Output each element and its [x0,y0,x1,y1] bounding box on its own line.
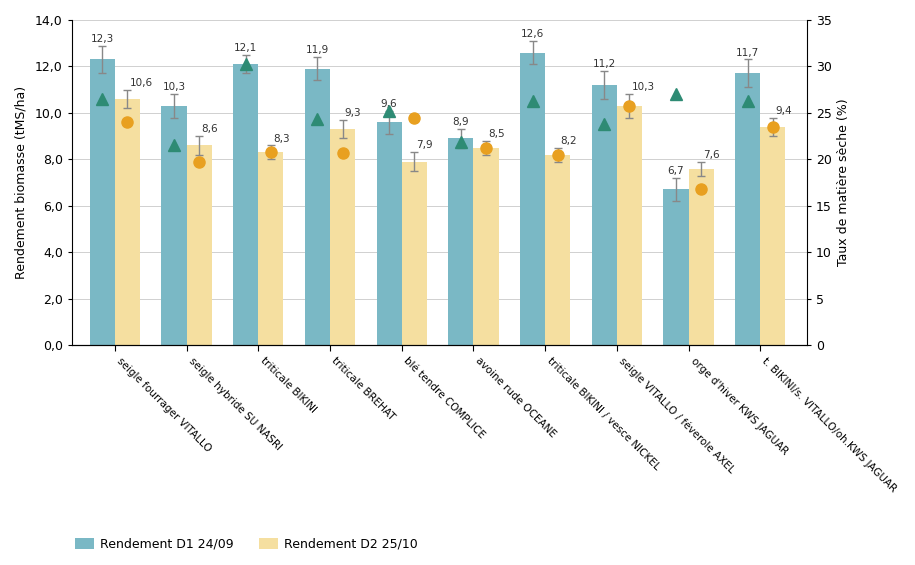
Matière sèche D1 24/09 [168,142,179,149]
Text: 8,2: 8,2 [560,136,576,146]
Matière sèche D2 25/10 [409,114,420,121]
Text: 10,3: 10,3 [631,82,655,93]
Matière sèche D1 24/09 [97,95,108,102]
Matière sèche D1 24/09 [241,60,252,67]
Matière sèche D1 24/09 [598,121,609,128]
Text: 7,9: 7,9 [416,141,433,150]
Matière sèche D1 24/09 [312,115,323,122]
Matière sèche D2 25/10 [122,119,133,125]
Text: 10,6: 10,6 [130,78,153,88]
Matière sèche D1 24/09 [456,138,467,145]
Bar [760,127,785,345]
Bar [161,106,187,345]
Bar [592,85,617,345]
Legend: Matière sèche D1 24/09, Matière sèche D2 25/10: Matière sèche D1 24/09, Matière sèche D2… [70,561,455,565]
Bar [520,53,545,345]
Bar [617,106,642,345]
Bar [330,129,355,345]
Text: 9,4: 9,4 [775,106,791,116]
Bar [735,73,760,345]
Y-axis label: Rendement biomasse (tMS/ha): Rendement biomasse (tMS/ha) [15,86,28,279]
Bar [90,59,115,345]
Text: 11,7: 11,7 [737,47,759,58]
Bar [663,189,689,345]
Text: 11,9: 11,9 [306,45,329,55]
Bar [377,122,402,345]
Text: 12,3: 12,3 [91,34,114,44]
Text: 6,7: 6,7 [668,166,684,176]
Text: 8,3: 8,3 [273,133,290,144]
Matière sèche D2 25/10 [337,150,348,157]
Text: 8,5: 8,5 [488,129,505,139]
Bar [233,64,258,345]
Bar [305,69,330,345]
Bar [448,138,473,345]
Bar [689,168,714,345]
Matière sèche D1 24/09 [671,91,682,98]
Matière sèche D1 24/09 [383,107,394,114]
Text: 7,6: 7,6 [704,150,720,160]
Matière sèche D2 25/10 [480,144,491,151]
Text: 8,9: 8,9 [453,118,469,127]
Text: 11,2: 11,2 [593,59,616,69]
Matière sèche D2 25/10 [194,158,205,165]
Bar [473,147,499,345]
Text: 10,3: 10,3 [163,82,186,93]
Text: 12,1: 12,1 [234,43,257,53]
Matière sèche D2 25/10 [768,123,779,130]
Bar [187,145,211,345]
Y-axis label: Taux de matière sèche (%): Taux de matière sèche (%) [837,99,850,266]
Matière sèche D2 25/10 [265,149,276,156]
Text: 9,3: 9,3 [345,108,361,118]
Line: Matière sèche D2 25/10: Matière sèche D2 25/10 [122,101,779,195]
Matière sèche D1 24/09 [742,98,753,105]
Text: 12,6: 12,6 [521,29,544,39]
Legend: Rendement D1 24/09, Rendement D2 25/10: Rendement D1 24/09, Rendement D2 25/10 [70,533,423,556]
Text: 8,6: 8,6 [201,124,218,134]
Bar [258,153,284,345]
Matière sèche D2 25/10 [695,186,706,193]
Text: 9,6: 9,6 [381,99,397,108]
Matière sèche D2 25/10 [624,102,635,109]
Bar [545,155,570,345]
Line: Matière sèche D1 24/09: Matière sèche D1 24/09 [97,59,753,151]
Matière sèche D1 24/09 [527,98,538,105]
Matière sèche D2 25/10 [553,151,564,158]
Bar [402,162,426,345]
Bar [115,99,140,345]
